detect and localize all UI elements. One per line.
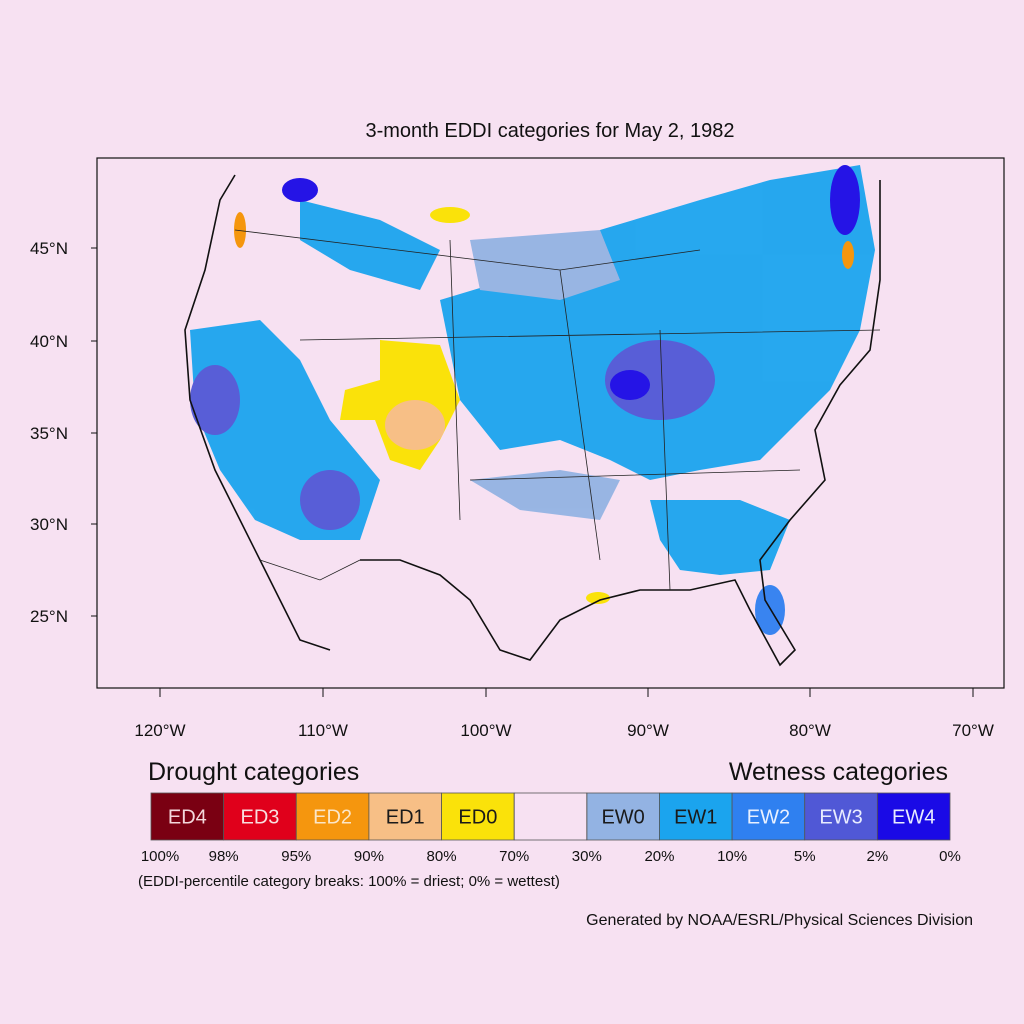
lon-label: 80°W bbox=[789, 721, 831, 740]
legend-swatch bbox=[150, 792, 225, 841]
legend-label: EW4 bbox=[892, 807, 935, 829]
legend-break: 70% bbox=[499, 848, 529, 865]
legend-heading: Wetness categories bbox=[729, 758, 948, 786]
lat-label: 25°N bbox=[30, 607, 68, 626]
legend-break: 30% bbox=[572, 848, 602, 865]
legend-swatch bbox=[295, 792, 370, 841]
legend-note: (EDDI-percentile category breaks: 100% =… bbox=[138, 873, 560, 890]
legend-break: 100% bbox=[141, 848, 179, 865]
legend-swatch bbox=[368, 792, 442, 841]
legend-label: ED1 bbox=[386, 807, 425, 829]
y-axis: 45°N 40°N 35°N 30°N 25°N bbox=[30, 239, 97, 626]
legend-label: ED2 bbox=[313, 807, 352, 829]
legend-break: 20% bbox=[644, 848, 674, 865]
legend: Drought categories Wetness categories (E… bbox=[138, 758, 961, 890]
lat-label: 30°N bbox=[30, 515, 68, 534]
lat-label: 45°N bbox=[30, 239, 68, 258]
legend-break: 0% bbox=[939, 848, 961, 865]
lon-label: 120°W bbox=[134, 721, 185, 740]
map-frame bbox=[96, 157, 1005, 689]
legend-swatch bbox=[876, 792, 951, 841]
legend-swatch bbox=[223, 792, 297, 841]
legend-swatch bbox=[441, 792, 515, 841]
legend-label: EW1 bbox=[674, 807, 717, 829]
legend-break: 98% bbox=[209, 848, 239, 865]
legend-break: 10% bbox=[717, 848, 747, 865]
lat-label: 40°N bbox=[30, 332, 68, 351]
legend-swatch-blank bbox=[513, 792, 588, 841]
legend-swatch bbox=[586, 792, 660, 841]
legend-label: ED4 bbox=[168, 807, 207, 829]
lon-label: 110°W bbox=[298, 721, 348, 740]
legend-swatch bbox=[804, 792, 878, 841]
legend-break: 95% bbox=[281, 848, 311, 865]
legend-break: 90% bbox=[354, 848, 384, 865]
credit: Generated by NOAA/ESRL/Physical Sciences… bbox=[586, 912, 973, 929]
legend-break: 80% bbox=[427, 848, 457, 865]
legend-label: EW3 bbox=[819, 807, 862, 829]
map-title: 3-month EDDI categories for May 2, 1982 bbox=[365, 120, 734, 142]
legend-swatch bbox=[659, 792, 733, 841]
legend-label: ED3 bbox=[241, 807, 280, 829]
legend-heading: Drought categories bbox=[148, 758, 359, 786]
legend-break: 2% bbox=[867, 848, 889, 865]
legend-label: EW2 bbox=[747, 807, 790, 829]
lon-label: 100°W bbox=[460, 721, 511, 740]
legend-swatch bbox=[731, 792, 806, 841]
lon-label: 90°W bbox=[627, 721, 669, 740]
lat-label: 35°N bbox=[30, 424, 68, 443]
x-axis: 120°W 110°W 100°W 90°W 80°W 70°W bbox=[134, 688, 994, 740]
lon-label: 70°W bbox=[952, 721, 994, 740]
legend-break: 5% bbox=[794, 848, 816, 865]
legend-label: EW0 bbox=[601, 807, 644, 829]
legend-label: ED0 bbox=[458, 807, 497, 829]
map bbox=[184, 160, 881, 667]
